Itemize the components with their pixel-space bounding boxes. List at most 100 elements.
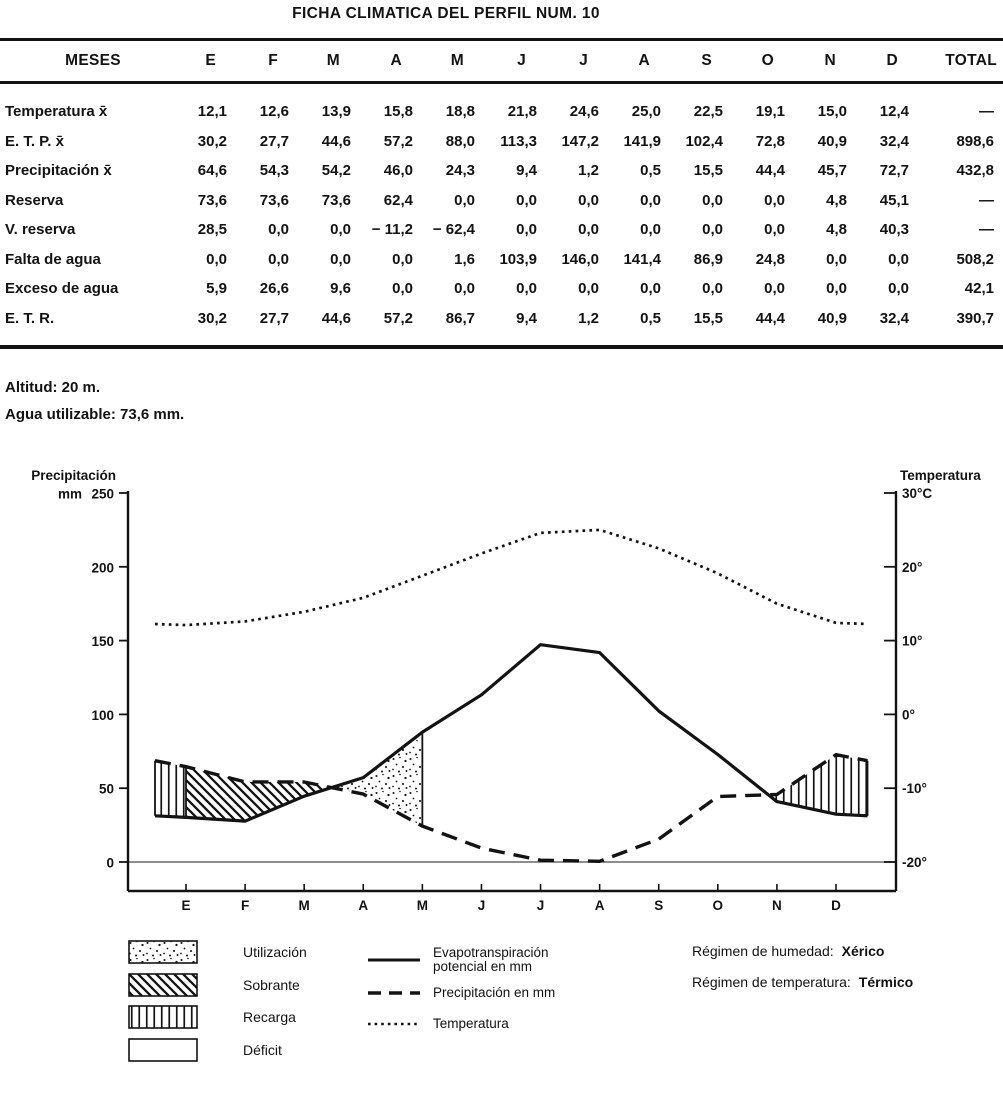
legend-item-none: Déficit (128, 1037, 307, 1062)
cell-value: 27,7 (259, 309, 289, 327)
cell-value: 73,6 (321, 191, 351, 209)
cell-value: 13,9 (321, 103, 351, 121)
cell-value: 0,0 (640, 221, 661, 239)
legend-item-vertical: Recarga (128, 1005, 307, 1029)
legend-line-label: Precipitación en mm (433, 984, 556, 1000)
right-axis-title: Temperatura (900, 468, 981, 483)
humidity-regime-value: Xérico (841, 943, 885, 959)
legend-line-label: Evapotranspiración potencial en mm (433, 944, 549, 974)
month-label: J (478, 898, 486, 913)
left-tick-label: 0 (106, 856, 114, 871)
table-row: Exceso de agua 5,9 26,6 9,6 0,0 0,0 0,0 0,0 0,0 0… (0, 274, 1003, 304)
cell-value: 0,5 (640, 162, 661, 180)
cell-value: 72,8 (755, 132, 785, 150)
col-header-month: N (788, 41, 850, 84)
cell-value: 0,5 (640, 309, 661, 327)
cell-value: 1,2 (578, 162, 599, 180)
cell-value: 32,4 (879, 132, 909, 150)
cell-value: 88,0 (445, 132, 475, 150)
month-label: D (831, 898, 841, 913)
cell-value: 57,2 (383, 309, 413, 327)
cell-value: 86,7 (445, 309, 475, 327)
cell-value: 72,7 (879, 162, 909, 180)
right-tick-label: -20° (902, 855, 927, 870)
cell-value: 0,0 (330, 221, 351, 239)
area-recarga (768, 754, 868, 816)
col-header-month: E (168, 41, 230, 84)
cell-value: 9,6 (330, 280, 351, 298)
cell-value: 19,1 (755, 103, 785, 121)
cell-value: 12,6 (259, 103, 289, 121)
cell-value: 18,8 (445, 103, 475, 121)
temperature-curve (154, 528, 868, 627)
cell-value: 4,8 (826, 191, 847, 209)
left-tick-label: 250 (91, 487, 114, 502)
right-tick-label: 0° (902, 707, 915, 722)
left-tick-label: 150 (91, 634, 114, 649)
temperature-regime-label: Régimen de temperatura: (692, 974, 851, 990)
cell-value: 9,4 (516, 162, 537, 180)
cell-value: − 11,2 (371, 221, 413, 239)
cell-value: 22,5 (693, 103, 723, 121)
cell-value: − 62,4 (432, 221, 475, 239)
row-label: Falta de agua (5, 250, 101, 268)
cell-value: 40,3 (879, 221, 909, 239)
cell-value: 0,0 (578, 191, 599, 209)
cell-value: 25,0 (631, 103, 661, 121)
cell-value: 32,4 (879, 309, 909, 327)
col-header-month: A (354, 41, 416, 84)
table-row: Falta de agua 0,0 0,0 0,0 0,0 1,6 103,9 146,0 14… (0, 245, 1003, 275)
cell-value: 54,3 (259, 162, 289, 180)
cell-value: 0,0 (578, 280, 599, 298)
row-label: Reserva (5, 191, 64, 209)
cell-total: — (979, 191, 994, 209)
cell-value: 1,6 (454, 250, 475, 268)
cell-value: 27,7 (259, 132, 289, 150)
cell-value: 0,0 (640, 191, 661, 209)
month-label: A (595, 898, 605, 913)
table-row: E. T. P. x̄ 30,2 27,7 44,6 57,2 88,0 113,3 147,… (0, 127, 1003, 157)
humidity-regime-label: Régimen de humedad: (692, 943, 834, 959)
right-tick-label: 20° (902, 560, 922, 575)
cell-value: 46,0 (383, 162, 413, 180)
cell-value: 15,8 (383, 103, 413, 121)
cell-value: 0,0 (330, 250, 351, 268)
cell-value: 0,0 (764, 191, 785, 209)
row-label: Precipitación x̄ (5, 162, 112, 180)
cell-value: 44,6 (321, 132, 351, 150)
left-tick-label: 100 (91, 708, 114, 723)
cell-value: 30,2 (197, 132, 227, 150)
legend-item-dotted-line: Temperatura (368, 1011, 555, 1037)
cell-total: 390,7 (956, 309, 994, 327)
cell-value: 0,0 (454, 280, 475, 298)
cell-value: 9,4 (516, 309, 537, 327)
cell-value: 57,2 (383, 132, 413, 150)
cell-total: — (979, 103, 994, 121)
regimes: Régimen de humedad: Xérico Régimen de tem… (692, 943, 913, 1005)
cell-value: 54,2 (321, 162, 351, 180)
legend-area-patterns: Utilización Sobrante Recarga Déficit (128, 940, 307, 1070)
area-utilización (331, 732, 423, 827)
cell-value: 12,4 (879, 103, 909, 121)
usable-water-note: Agua utilizable: 73,6 mm. (5, 406, 185, 423)
table-row: Reserva 73,6 73,6 73,6 62,4 0,0 0,0 0,0 0,0 0,0 0,… (0, 186, 1003, 216)
cell-value: 40,9 (817, 309, 847, 327)
climate-table: MESES E F M A M J J A S O N D TOTAL Temperatura x̄ 12,… (0, 41, 1003, 345)
col-header-month: J (540, 41, 602, 84)
cell-value: 15,0 (817, 103, 847, 121)
month-label: S (654, 898, 663, 913)
month-label: M (299, 898, 310, 913)
cell-value: 40,9 (817, 132, 847, 150)
etp-curve (154, 643, 868, 823)
cell-value: 0,0 (516, 191, 537, 209)
legend-item-diagonal: Sobrante (128, 972, 307, 997)
cell-value: 24,8 (755, 250, 785, 268)
col-header-month: D (850, 41, 912, 84)
precipitation-curve (154, 753, 868, 863)
diagonal-pattern-swatch (128, 972, 198, 997)
right-tick-label: 30°C (902, 486, 932, 501)
table-row: Precipitación x̄ 64,6 54,3 54,2 46,0 24,3 9,4 1… (0, 156, 1003, 186)
month-label: O (713, 898, 724, 913)
none-pattern-swatch (128, 1037, 198, 1062)
cell-value: 45,1 (879, 191, 909, 209)
